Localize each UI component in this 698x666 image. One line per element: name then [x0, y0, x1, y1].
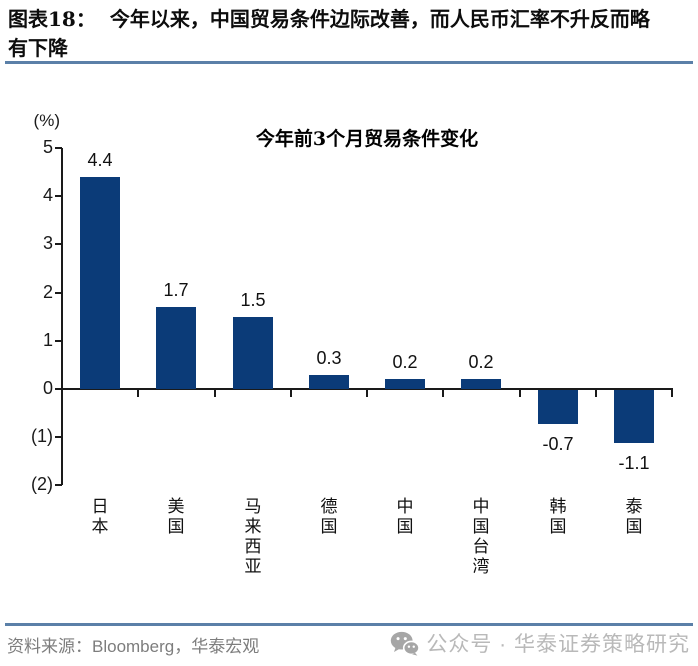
- y-tick: [55, 436, 62, 438]
- x-tick: [595, 390, 597, 397]
- x-label-2: 马 来 西 亚: [244, 497, 262, 577]
- x-tick: [61, 390, 63, 397]
- footer-divider: [5, 623, 693, 626]
- title-divider: [5, 61, 693, 64]
- bar-value-4: 0.2: [392, 352, 418, 372]
- y-tick-label-2: 3: [42, 233, 53, 253]
- data-source-note: 资料来源：Bloomberg，华泰宏观: [7, 632, 259, 657]
- y-tick-label-3: 2: [42, 282, 53, 302]
- wechat-icon: [390, 631, 420, 656]
- y-tick: [55, 195, 62, 197]
- x-label-5: 中 国 台 湾: [472, 497, 490, 577]
- y-tick: [55, 484, 62, 486]
- source-name: Bloomberg: [92, 637, 175, 656]
- bar-value-0: 4.4: [87, 150, 113, 170]
- bar-3: [309, 375, 349, 389]
- x-label-6: 韩 国: [549, 497, 567, 537]
- y-tick: [55, 243, 62, 245]
- y-tick: [55, 340, 62, 342]
- x-tick: [671, 390, 673, 397]
- y-tick-label-5: 0: [42, 378, 53, 398]
- x-tick: [290, 390, 292, 397]
- x-tick: [137, 390, 139, 397]
- x-tick: [366, 390, 368, 397]
- x-tick: [442, 390, 444, 397]
- y-tick: [55, 388, 62, 390]
- x-tick: [519, 390, 521, 397]
- bar-6: [538, 390, 578, 424]
- y-tick: [55, 147, 62, 149]
- y-tick-label-6: (1): [31, 426, 53, 446]
- y-tick-label-1: 4: [42, 185, 53, 205]
- x-label-3: 德 国: [320, 497, 338, 537]
- figure-title-line2: 有下降: [8, 36, 68, 60]
- bar-2: [233, 317, 273, 389]
- x-label-7: 泰 国: [625, 497, 643, 537]
- bar-7: [614, 390, 654, 443]
- y-tick: [55, 292, 62, 294]
- bar-1: [156, 307, 196, 389]
- chart-title: 今年前3个月贸易条件变化: [255, 128, 479, 150]
- wechat-account-label: 公众号 · 华泰证券策略研究: [426, 633, 690, 656]
- bar-5: [461, 379, 501, 389]
- y-tick-label-7: (2): [31, 474, 53, 494]
- source-prefix: 资料来源：: [7, 637, 92, 657]
- figure-title: 图表18： 今年以来，中国贸易条件边际改善，而人民币汇率不升反而略 有下降: [8, 5, 694, 63]
- bar-value-3: 0.3: [316, 348, 342, 368]
- x-label-1: 美 国: [167, 497, 185, 537]
- y-axis-unit-label: (%): [33, 111, 60, 130]
- figure-title-line1: 今年以来，中国贸易条件边际改善，而人民币汇率不升反而略: [109, 7, 650, 31]
- bar-0: [80, 177, 120, 389]
- x-label-4: 中 国: [396, 497, 414, 537]
- bar-value-7: -1.1: [618, 453, 650, 473]
- source-suffix: ，华泰宏观: [174, 637, 260, 657]
- bar-value-6: -0.7: [542, 434, 574, 454]
- bar-value-2: 1.5: [240, 290, 266, 310]
- bar-value-1: 1.7: [163, 280, 189, 300]
- x-label-0: 日 本: [91, 497, 109, 537]
- y-axis-line: [61, 148, 63, 485]
- x-axis-line: [61, 388, 673, 390]
- bar-value-5: 0.2: [468, 352, 494, 372]
- y-tick-label-4: 1: [42, 330, 53, 350]
- wechat-credit: 公众号 · 华泰证券策略研究: [390, 628, 690, 658]
- y-tick-label-0: 5: [42, 137, 53, 157]
- bar-4: [385, 379, 425, 389]
- x-tick: [214, 390, 216, 397]
- figure-number: 图表18：: [8, 7, 96, 31]
